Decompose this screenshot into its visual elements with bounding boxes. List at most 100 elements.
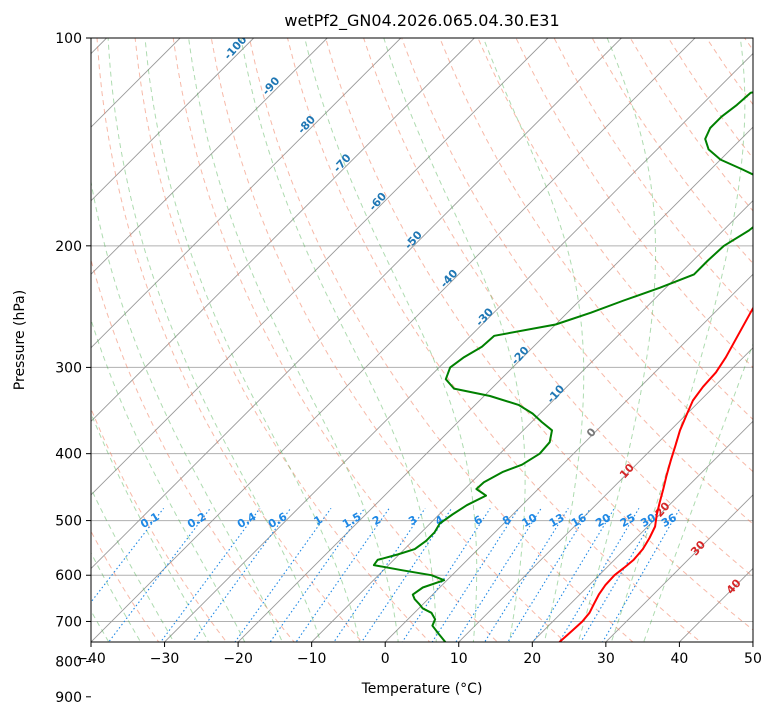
moist-adiabat-label: -30 <box>473 305 496 329</box>
mixing-ratio-line <box>91 507 165 603</box>
isotherm-line <box>531 420 753 642</box>
moist-adiabat-line <box>91 551 142 642</box>
x-tick-label: −40 <box>76 651 106 667</box>
dry-adiabat-line <box>325 38 753 631</box>
dry-adiabat-line <box>591 38 753 265</box>
x-tick-label: 20 <box>523 651 541 667</box>
mixing-ratio-line <box>455 508 542 642</box>
mixing-ratio-line <box>159 508 261 642</box>
dry-adiabat-line <box>744 38 753 51</box>
isotherm-line <box>237 126 753 642</box>
moist-adiabat-line <box>91 317 246 642</box>
mixing-ratio-label: 20 <box>593 511 613 530</box>
y-tick-label: 100 <box>55 31 82 47</box>
moist-adiabat-label: 30 <box>688 538 708 558</box>
moist-adiabat-label: 0 <box>584 425 599 440</box>
moist-adiabat-line <box>144 38 361 642</box>
moist-adiabat-label: 40 <box>724 576 744 596</box>
dry-adiabat-line <box>172 38 499 642</box>
y-tick-label: 500 <box>55 514 82 530</box>
mixing-ratio-label: 0.4 <box>235 510 259 531</box>
mixing-ratio-line <box>295 508 390 642</box>
dry-adiabat-line <box>210 38 566 642</box>
x-tick-label: 30 <box>597 651 615 667</box>
mixing-ratio-label: 25 <box>618 511 638 530</box>
dry-adiabat-line <box>363 38 753 578</box>
isotherm-line <box>605 494 753 642</box>
x-tick-label: 10 <box>450 651 468 667</box>
dry-adiabat-line <box>477 38 753 421</box>
x-tick-label: 50 <box>744 651 762 667</box>
isotherm-line <box>678 567 753 642</box>
dry-adiabat-line <box>91 407 228 642</box>
isotherm-line <box>91 38 696 642</box>
y-tick-label: 800 <box>55 654 82 670</box>
mixing-ratio-line <box>234 508 332 642</box>
moist-adiabat-line <box>304 38 478 642</box>
dry-adiabat-line <box>439 38 753 473</box>
moist-adiabat-line <box>107 38 322 642</box>
moist-adiabat-label: -80 <box>295 113 318 137</box>
dry-adiabat-line <box>515 38 753 369</box>
mixing-ratio-label: 13 <box>547 511 567 530</box>
dry-adiabat-line <box>248 38 634 642</box>
moist-adiabat-line <box>188 38 399 642</box>
isotherm-line <box>91 38 255 202</box>
chart-title: wetPf2_GN04.2026.065.04.30.E31 <box>284 11 559 31</box>
moist-adiabat-line <box>91 412 210 642</box>
y-tick-label: 200 <box>55 239 82 255</box>
x-tick-label: 0 <box>381 651 390 667</box>
moist-adiabat-label: 10 <box>617 461 637 481</box>
mixing-ratio-line <box>192 508 292 642</box>
moist-adiabat-label: -40 <box>438 267 461 291</box>
moist-adiabat-label: -50 <box>402 228 425 252</box>
mixing-ratio-label: 1.5 <box>340 510 363 531</box>
dry-adiabat-line <box>401 38 753 525</box>
isotherm-line <box>725 38 775 708</box>
mixing-ratio-label: 10 <box>520 511 540 530</box>
mixing-ratio-line <box>507 508 591 642</box>
x-tick-label: −30 <box>150 651 180 667</box>
moist-adiabat-line <box>482 38 585 642</box>
y-tick-label: 300 <box>55 360 82 376</box>
mixing-ratio-label: 0.6 <box>266 510 290 531</box>
dry-adiabat-line <box>96 38 363 642</box>
background-lines <box>91 38 775 708</box>
mixing-ratio-line <box>401 508 491 642</box>
x-axis-label: Temperature (°C) <box>361 681 483 697</box>
profile-lines <box>372 91 753 642</box>
y-axis: 1002003004005006007008009001000 <box>55 31 91 706</box>
x-tick-label: 40 <box>670 651 688 667</box>
isotherm-line <box>91 38 475 422</box>
dry-adiabat-line <box>134 38 431 642</box>
mixing-ratio-label: 16 <box>569 511 589 530</box>
mixing-ratio-line <box>602 508 681 642</box>
dry-adiabat-line <box>667 38 753 159</box>
moist-adiabat-label: -70 <box>331 151 354 175</box>
mixing-ratio-line <box>532 508 615 642</box>
moist-adiabat-line <box>91 487 175 642</box>
isotherm-line <box>91 38 549 496</box>
y-tick-label: 700 <box>55 614 82 630</box>
x-tick-label: −20 <box>223 651 253 667</box>
mixing-ratio-line <box>360 508 453 642</box>
mixing-ratio-line <box>484 508 569 642</box>
mixing-ratio-line <box>558 508 640 642</box>
profile-series-line <box>372 91 753 642</box>
mixing-ratio-line <box>431 508 520 642</box>
moist-adiabat-line <box>610 38 746 642</box>
moist-adiabat-line <box>577 38 657 642</box>
moist-adiabat-line <box>240 38 437 642</box>
moist-adiabat-label: -100 <box>221 33 249 62</box>
y-axis-label: Pressure (hPa) <box>12 290 28 390</box>
isotherm-line <box>163 52 753 642</box>
moist-adiabat-line <box>383 38 526 642</box>
dry-adiabat-line <box>91 258 295 642</box>
x-tick-label: −10 <box>297 651 327 667</box>
moist-adiabat-line <box>91 179 283 642</box>
y-tick-label: 400 <box>55 447 82 463</box>
mixing-ratio-line <box>333 508 426 642</box>
mixing-ratio-line <box>580 508 660 642</box>
moist-adiabat-label: -60 <box>366 190 389 214</box>
